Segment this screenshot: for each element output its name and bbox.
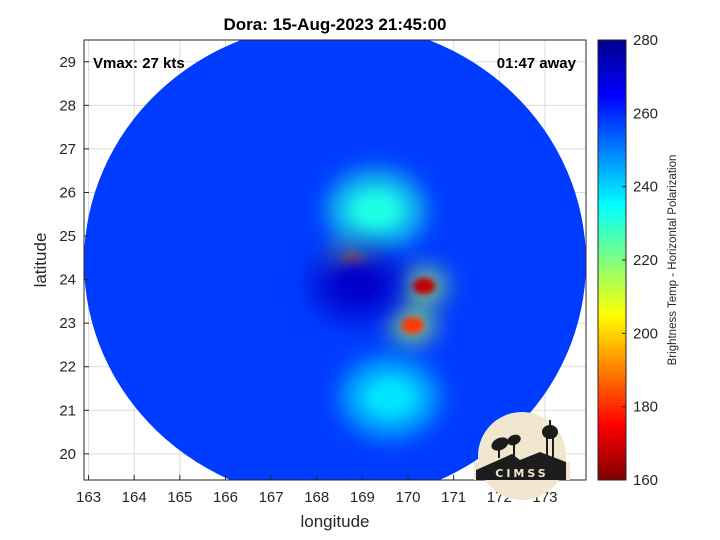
feature-rainband-south: [365, 379, 414, 416]
x-tick-label: 167: [259, 489, 284, 506]
y-tick-label: 28: [59, 97, 76, 114]
brightness-features: [309, 170, 447, 437]
colorbar-ticks: 160 180 200 220 240 260 280: [622, 32, 658, 489]
colorbar: [597, 39, 627, 481]
x-tick-label: 171: [441, 489, 466, 506]
colorbar-tick-label: 160: [633, 472, 658, 489]
y-tick-label: 21: [59, 402, 76, 419]
colorbar-label: Brightness Temp - Horizontal Polarizatio…: [667, 155, 679, 366]
x-ticks: 163 164 165 166 167 168 169 170 171 172 173: [76, 475, 557, 506]
colorbar-tick-label: 240: [633, 179, 658, 196]
feature-cold-band: [401, 316, 424, 334]
colorbar-tick-label: 280: [633, 32, 658, 49]
x-tick-label: 166: [213, 489, 238, 506]
satellite-dish-icon: [491, 434, 521, 458]
y-tick-label: 29: [59, 54, 76, 71]
colorbar-tick-label: 200: [633, 325, 658, 342]
feature-cold-core: [412, 277, 436, 295]
x-tick-label: 168: [304, 489, 329, 506]
y-tick-label: 27: [59, 141, 76, 158]
feature-rainband-north: [352, 191, 401, 228]
y-tick-label: 20: [59, 446, 76, 463]
x-tick-label: 164: [122, 489, 147, 506]
feature-warm-eye-region: [333, 265, 382, 302]
y-tick-label: 23: [59, 315, 76, 332]
logo-text: CIMSS: [495, 467, 548, 480]
colorbar-tick-label: 220: [633, 252, 658, 269]
vmax-label: Vmax: 27 kts: [93, 55, 185, 72]
axes-box: [83, 39, 587, 481]
y-tick-label: 24: [59, 272, 76, 289]
y-tick-label: 26: [59, 184, 76, 201]
colorbar-tick-label: 180: [633, 399, 658, 416]
time-away-label: 01:47 away: [497, 55, 577, 72]
y-tick-label: 25: [59, 228, 76, 245]
x-axis-label: longitude: [300, 512, 369, 531]
chart-title: Dora: 15-Aug-2023 21:45:00: [224, 15, 447, 34]
y-axis-label: latitude: [31, 233, 50, 288]
water-tower-icon: [542, 420, 558, 458]
x-tick-label: 170: [396, 489, 421, 506]
x-tick-label: 169: [350, 489, 375, 506]
x-tick-label: 165: [167, 489, 192, 506]
cimss-logo: CIMSS: [474, 412, 570, 500]
y-tick-label: 22: [59, 359, 76, 376]
y-ticks: 20 21 22 23 24 25 26 27 28 29: [59, 54, 89, 463]
colorbar-tick-label: 260: [633, 105, 658, 122]
x-tick-label: 163: [76, 489, 101, 506]
